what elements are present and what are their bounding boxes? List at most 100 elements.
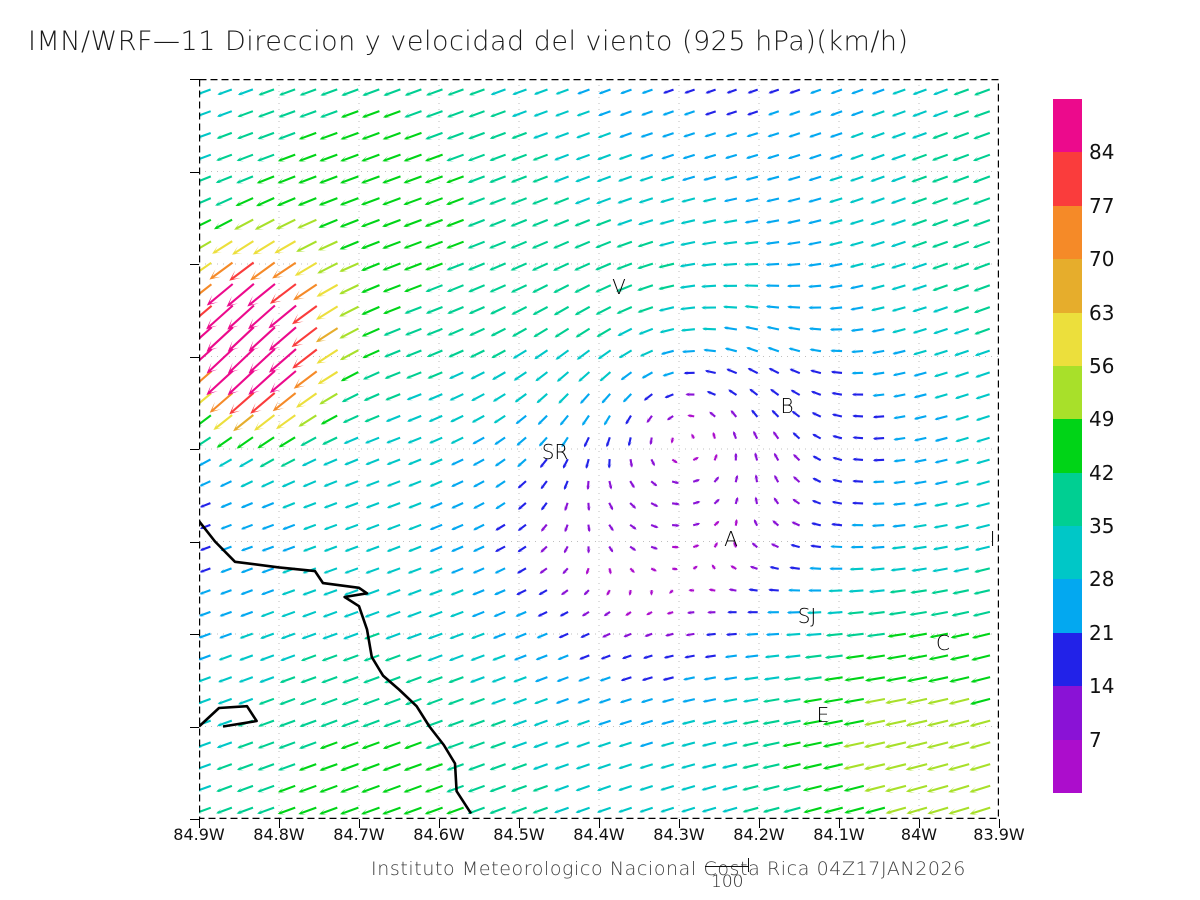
- wind-arrow: [232, 240, 254, 255]
- colorbar-band: [1053, 579, 1082, 633]
- wind-arrow: [323, 567, 338, 574]
- wind-arrow: [339, 240, 359, 250]
- wind-arrow: [218, 654, 232, 661]
- wind-arrow: [640, 132, 653, 138]
- wind-arrow: [281, 610, 296, 618]
- colorbar[interactable]: [1053, 99, 1082, 793]
- wind-arrow: [721, 741, 738, 748]
- wind-arrow: [405, 349, 422, 358]
- wind-arrow: [680, 784, 696, 791]
- wind-arrow: [804, 654, 822, 660]
- wind-arrow: [533, 327, 549, 338]
- wind-arrow: [219, 632, 232, 639]
- wind-arrow: [385, 632, 401, 640]
- colorbar-band: [1053, 526, 1082, 580]
- wind-arrow: [361, 175, 380, 184]
- wind-arrow: [724, 175, 738, 181]
- wind-arrow: [512, 697, 527, 705]
- wind-arrow: [302, 589, 317, 596]
- wind-arrow: [558, 393, 569, 404]
- wind-arrow: [809, 88, 822, 94]
- wind-arrow: [236, 175, 254, 184]
- wind-arrow: [199, 175, 212, 183]
- wind-arrow: [469, 88, 485, 96]
- x-axis-tick-mark: [519, 819, 520, 828]
- wind-arrow: [238, 676, 254, 683]
- wind-arrow: [864, 784, 886, 793]
- wind-arrow: [638, 327, 654, 335]
- wind-arrow: [971, 654, 991, 662]
- wind-arrow: [885, 784, 907, 793]
- wind-arrow: [974, 327, 991, 335]
- wind-arrow: [969, 763, 991, 772]
- wind-arrow: [514, 632, 527, 639]
- wind-arrow: [215, 197, 233, 206]
- wind-arrow: [449, 632, 464, 640]
- wind-arrow: [662, 88, 674, 94]
- wind-arrow: [555, 719, 569, 726]
- map-plot-area[interactable]: [199, 79, 999, 819]
- colorbar-band: [1053, 472, 1082, 526]
- wind-arrow: [625, 415, 632, 425]
- wind-arrow: [680, 219, 696, 225]
- wind-arrow: [851, 349, 864, 354]
- wind-arrow: [492, 393, 506, 402]
- wind-arrow: [533, 88, 548, 95]
- wind-arrow: [975, 371, 991, 378]
- wind-arrow: [240, 480, 254, 488]
- wind-arrow: [510, 240, 528, 249]
- colorbar-tick-label: 77: [1089, 193, 1115, 218]
- y-axis-tick-mark: [190, 449, 199, 450]
- wind-arrow: [843, 784, 865, 793]
- wind-arrow: [786, 262, 801, 267]
- wind-arrow: [540, 480, 548, 490]
- wind-arrow: [906, 676, 928, 683]
- wind-arrow: [765, 262, 780, 267]
- x-axis-tick-mark: [999, 819, 1000, 828]
- wind-arrow: [905, 741, 928, 750]
- wind-arrow: [282, 523, 296, 531]
- wind-arrow: [240, 589, 253, 596]
- wind-arrow: [803, 676, 822, 682]
- wind-arrow: [975, 502, 990, 508]
- wind-arrow: [843, 741, 865, 749]
- wind-arrow: [598, 88, 611, 95]
- wind-arrow: [745, 197, 759, 203]
- wind-arrow: [532, 175, 548, 183]
- x-axis-tick-label: 84.9W: [173, 825, 225, 844]
- wind-arrow: [199, 392, 212, 408]
- wind-arrow: [789, 368, 801, 375]
- wind-arrow: [272, 261, 297, 279]
- wind-arrow: [532, 806, 548, 814]
- wind-arrow: [362, 719, 380, 728]
- wind-arrow: [469, 697, 485, 705]
- wind-arrow: [808, 326, 822, 332]
- wind-arrow: [830, 110, 843, 117]
- wind-arrow: [383, 327, 401, 336]
- wind-arrow: [216, 436, 233, 448]
- wind-arrow: [428, 610, 443, 618]
- colorbar-tick-label: 21: [1089, 620, 1115, 645]
- wind-arrow: [199, 458, 212, 467]
- wind-arrow: [791, 521, 801, 527]
- wind-arrow: [644, 632, 653, 637]
- wind-arrow: [248, 370, 276, 395]
- wind-arrow: [933, 523, 948, 529]
- wind-arrow: [870, 197, 885, 204]
- wind-arrow: [259, 654, 275, 661]
- wind-arrow: [618, 349, 633, 359]
- wind-arrow: [953, 306, 970, 313]
- wind-arrow: [236, 153, 254, 162]
- wind-arrow: [511, 719, 527, 727]
- wind-arrow: [319, 131, 338, 140]
- coastline: [199, 520, 473, 815]
- wind-arrow: [494, 567, 506, 574]
- wind-arrow: [872, 501, 885, 506]
- wind-arrow: [683, 110, 695, 116]
- wind-arrow: [849, 219, 864, 225]
- wind-arrow: [595, 262, 612, 271]
- wind-arrow: [554, 327, 570, 338]
- wind-arrow: [585, 480, 591, 491]
- wind-arrow: [701, 219, 717, 225]
- wind-arrow: [516, 567, 527, 574]
